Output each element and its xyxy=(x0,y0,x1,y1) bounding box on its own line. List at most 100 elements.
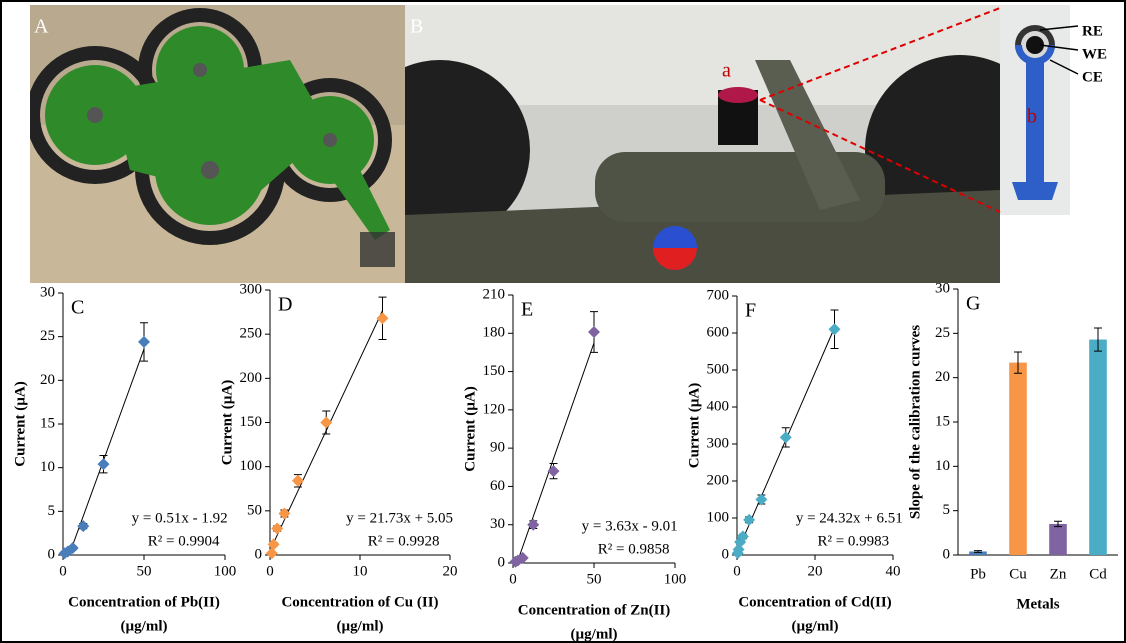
y-tick-label: 180 xyxy=(483,325,506,341)
x-tick-label: 100 xyxy=(214,563,237,579)
y-tick-label: 0 xyxy=(722,546,730,562)
equation: y = 24.32x + 6.51 xyxy=(796,510,903,526)
x-axis-label: (µg/ml) xyxy=(121,618,168,634)
y-tick-label: 25 xyxy=(935,325,950,341)
photo-a xyxy=(30,5,405,283)
x-tick-label: Pb xyxy=(970,566,986,582)
y-tick-label: 25 xyxy=(40,328,55,344)
bar xyxy=(1089,340,1107,555)
equation: y = 21.73x + 5.05 xyxy=(346,510,453,526)
point xyxy=(377,312,389,324)
x-tick-label: Cu xyxy=(1009,566,1027,582)
x-tick-label: 20 xyxy=(443,563,458,579)
y-axis-label: Current (µA) xyxy=(12,381,28,466)
point xyxy=(292,475,304,487)
r-squared: R² = 0.9983 xyxy=(817,533,889,549)
y-tick-label: 600 xyxy=(707,324,730,340)
point xyxy=(278,507,290,519)
y-tick-label: 100 xyxy=(240,458,263,474)
y-tick-label: 30 xyxy=(40,284,55,300)
point xyxy=(98,458,110,470)
point xyxy=(271,523,283,535)
y-tick-label: 60 xyxy=(490,478,505,494)
panel-label: C xyxy=(71,297,84,319)
point xyxy=(780,431,792,443)
y-tick-label: 10 xyxy=(935,458,950,474)
y-axis-label: Current (µA) xyxy=(686,383,702,468)
y-tick-label: 200 xyxy=(240,370,263,386)
x-axis-label: (µg/ml) xyxy=(571,626,618,642)
y-tick-label: 5 xyxy=(48,503,56,519)
x-tick-label: 100 xyxy=(664,571,687,587)
y-tick-label: 20 xyxy=(40,372,55,388)
x-tick-label: Zn xyxy=(1050,566,1067,582)
equation: y = 0.51x - 1.92 xyxy=(132,510,228,526)
y-tick-label: 300 xyxy=(240,281,263,297)
figure: A B a b RE WE C E 0 5 10 15 20 25 30 C Current (µ… xyxy=(0,0,1126,643)
y-axis-label: Current (µA) xyxy=(462,386,478,471)
electrode-label: WE xyxy=(1082,46,1107,62)
fit-line xyxy=(65,349,144,567)
y-tick-label: 100 xyxy=(707,509,730,525)
y-tick-label: 210 xyxy=(483,286,506,302)
y-tick-label: 0 xyxy=(943,546,951,562)
bar xyxy=(1049,524,1067,555)
x-axis-label: (µg/ml) xyxy=(337,618,384,634)
y-tick-label: 500 xyxy=(707,361,730,377)
label-a: a xyxy=(722,60,731,82)
x-axis-label: Concentration of Cu (II) xyxy=(281,594,438,610)
y-tick-label: 30 xyxy=(490,516,505,532)
x-tick-label: 50 xyxy=(587,571,602,587)
panel-label: G xyxy=(966,293,980,315)
r-squared: R² = 0.9904 xyxy=(148,533,220,549)
y-axis-label: Slope of the calibration curves xyxy=(907,325,923,519)
y-tick-label: 400 xyxy=(707,398,730,414)
r-squared: R² = 0.9858 xyxy=(598,541,670,557)
panel-label: B xyxy=(410,16,423,38)
y-tick-label: 200 xyxy=(707,472,730,488)
x-axis-label: Concentration of Pb(II) xyxy=(68,594,220,610)
label-b: b xyxy=(1027,106,1037,128)
bar xyxy=(1009,363,1027,555)
chart: 0 5 10 15 20 25 30 C Current (µA) Concentration o… xyxy=(12,284,236,634)
equation: y = 3.63x - 9.01 xyxy=(582,518,678,534)
photo-b xyxy=(350,5,1055,283)
y-tick-label: 0 xyxy=(255,546,263,562)
r-squared: R² = 0.9928 xyxy=(368,533,440,549)
x-tick-label: 0 xyxy=(266,563,274,579)
point xyxy=(588,326,600,338)
panel-label: F xyxy=(745,300,756,322)
y-tick-label: 0 xyxy=(498,554,506,570)
y-tick-label: 90 xyxy=(490,440,505,456)
point xyxy=(320,417,332,429)
x-tick-label: 10 xyxy=(353,563,368,579)
y-tick-label: 250 xyxy=(240,326,263,342)
y-tick-label: 10 xyxy=(40,459,55,475)
x-tick-label: 20 xyxy=(808,563,823,579)
point xyxy=(266,547,278,559)
y-axis-label: Current (µA) xyxy=(219,380,235,465)
y-tick-label: 5 xyxy=(943,502,951,518)
y-tick-label: 15 xyxy=(40,415,55,431)
point xyxy=(77,520,89,532)
electrode-label: RE xyxy=(1082,23,1103,39)
point xyxy=(548,465,560,477)
x-tick-label: 50 xyxy=(137,563,152,579)
point xyxy=(829,323,841,335)
point xyxy=(268,538,280,550)
panel-label: A xyxy=(34,16,49,38)
y-tick-label: 30 xyxy=(935,280,950,296)
x-axis-label: Concentration of Cd(II) xyxy=(738,594,891,610)
x-axis-label: Metals xyxy=(1016,596,1059,612)
y-tick-label: 700 xyxy=(707,287,730,303)
x-tick-label: 0 xyxy=(59,563,67,579)
x-tick-label: Cd xyxy=(1089,566,1107,582)
y-tick-label: 15 xyxy=(935,413,950,429)
chart: 051015202530GSlope of the calibration cu… xyxy=(907,280,1118,612)
point xyxy=(138,336,150,348)
y-tick-label: 120 xyxy=(483,401,506,417)
point xyxy=(755,494,767,506)
panel-label: E xyxy=(521,299,533,321)
